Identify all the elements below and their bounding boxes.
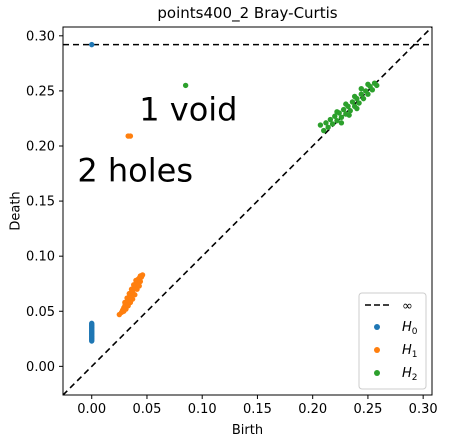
point-h2 [327, 116, 334, 123]
point-h2 [343, 101, 349, 107]
point-h2 [360, 95, 367, 102]
y-axis-label: Death [9, 191, 24, 230]
point-h2 [329, 121, 336, 127]
point-h2 [374, 82, 380, 89]
annotations: 1 void 2 holes [77, 91, 237, 190]
point-h2 [334, 117, 340, 124]
point-h2 [317, 122, 324, 128]
point-h2 [365, 81, 371, 87]
point-h2 [356, 100, 362, 106]
point-h1 [127, 133, 134, 139]
point-h2 [358, 91, 364, 97]
point-h2 [354, 105, 360, 112]
legend-box [358, 292, 427, 390]
chart-title: points400_2 Bray-Curtis [157, 4, 337, 23]
point-h2 [340, 106, 347, 113]
y-tick-label: 0.05 [26, 305, 55, 320]
legend-infinity-label: ∞ [402, 299, 413, 314]
point-h1 [136, 283, 142, 289]
legend-subscript: 2 [412, 373, 418, 383]
point-h2 [349, 99, 356, 105]
x-tick-label: 0.25 [353, 402, 382, 417]
point-h1 [129, 296, 136, 302]
x-tick-label: 0.00 [77, 402, 106, 417]
point-h1 [138, 274, 145, 280]
point-h1 [137, 278, 144, 285]
y-tick-label: 0.25 [26, 84, 55, 99]
y-tick-label: 0.30 [26, 29, 55, 44]
legend-subscript: 1 [412, 350, 418, 360]
point-h2 [321, 127, 327, 134]
y-tick-label: 0.20 [26, 139, 55, 154]
y-tick-label: 0.15 [26, 195, 55, 210]
legend-h2-swatch [374, 370, 380, 376]
x-tick-label: 0.20 [298, 402, 327, 417]
point-h2 [347, 108, 353, 114]
point-h2 [351, 93, 358, 100]
plot-area [63, 27, 432, 395]
x-tick-label: 0.10 [188, 402, 217, 417]
point-h2 [369, 87, 376, 93]
point-h0 [89, 320, 95, 327]
legend-h0-swatch [374, 324, 380, 330]
point-h2 [182, 82, 189, 89]
ticks: 0.00 0.05 0.10 0.15 0.20 0.25 0.30 0.00 0.05 0.10… [26, 29, 438, 417]
legend-subscript: 0 [412, 327, 418, 337]
x-tick-label: 0.05 [132, 402, 161, 417]
point-h2 [334, 109, 340, 115]
legend-h1-swatch [374, 347, 380, 353]
point-h2 [338, 114, 345, 121]
annotation-text: 1 void [139, 91, 237, 129]
x-axis-label: Birth [232, 423, 263, 438]
annotation-text: 2 holes [77, 151, 193, 189]
axes-frame [62, 26, 433, 396]
x-tick-label: 0.30 [409, 402, 438, 417]
y-tick-label: 0.00 [26, 360, 55, 375]
y-tick-label: 0.10 [26, 250, 55, 265]
point-h1 [132, 292, 138, 298]
point-h2 [365, 91, 371, 97]
x-tick-label: 0.15 [243, 402, 272, 417]
point-h2 [358, 86, 364, 92]
point-h2 [323, 120, 329, 126]
point-h2 [325, 124, 331, 130]
point-h2 [332, 113, 338, 119]
point-h0 [89, 41, 95, 48]
point-h2 [346, 112, 352, 118]
point-h2 [338, 120, 345, 126]
